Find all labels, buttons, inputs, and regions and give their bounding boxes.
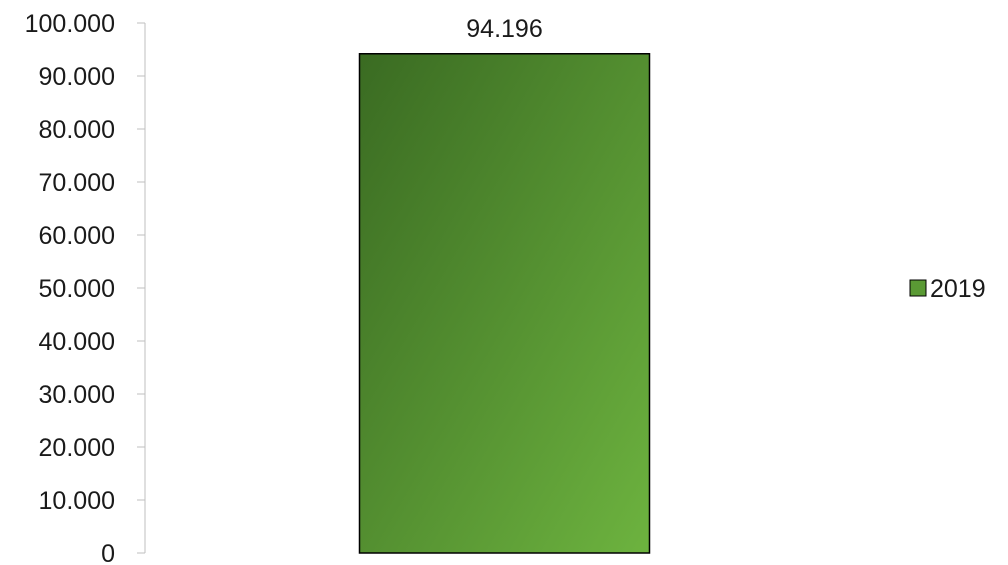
y-tick-label: 70.000 [39,169,115,197]
y-tick-label: 60.000 [39,222,115,250]
y-tick-label: 50.000 [39,275,115,303]
legend-label: 2019 [930,275,986,303]
legend: 2019 [909,275,986,303]
bar-2019 [358,53,651,554]
y-tick-label: 10.000 [39,487,115,515]
y-tick-label: 40.000 [39,328,115,356]
y-tick-label: 30.000 [39,381,115,409]
y-tick-label: 0 [101,540,115,565]
data-labels: 94.196 [466,15,542,43]
y-tick-label: 80.000 [39,116,115,144]
y-tick-label: 20.000 [39,434,115,462]
data-label: 94.196 [466,15,542,43]
y-axis: 0 10.000 20.000 30.000 40.000 50.000 60.000 70.… [25,10,146,565]
y-tick-label: 90.000 [39,63,115,91]
legend-swatch [909,279,927,297]
y-tick-label: 100.000 [25,10,115,38]
bars [358,53,651,554]
